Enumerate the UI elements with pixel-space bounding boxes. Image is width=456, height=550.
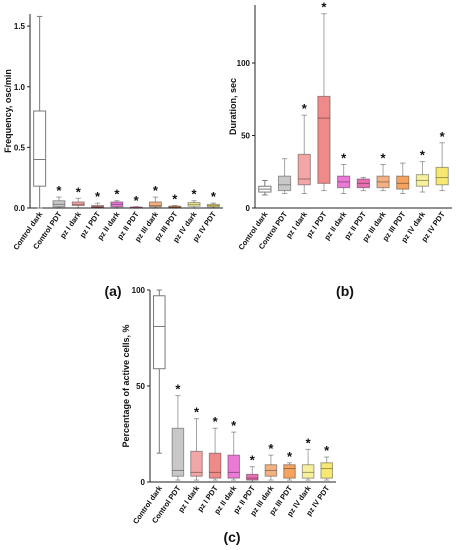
significance-star: * (321, 0, 327, 15)
box-2 (171, 427, 185, 477)
box-6 (246, 473, 259, 481)
y-axis-label: Percentage of active cells, % (121, 324, 131, 447)
significance-star: * (324, 443, 330, 458)
box-3 (190, 450, 203, 477)
y-tick-label: 50 (241, 132, 250, 141)
significance-star: * (306, 435, 312, 450)
box-6 (129, 206, 143, 209)
box-5 (227, 454, 240, 479)
significance-star: * (192, 187, 198, 202)
box-10 (435, 166, 449, 186)
box-7 (148, 201, 162, 208)
significance-star: * (153, 183, 159, 198)
significance-star: * (341, 151, 347, 166)
significance-star: * (302, 101, 308, 116)
significance-star: * (440, 129, 446, 144)
significance-star: * (231, 418, 237, 433)
box-7 (264, 464, 278, 477)
box-5 (337, 175, 351, 189)
y-tick-label: 1.0 (14, 83, 26, 92)
box-8 (283, 464, 296, 479)
y-tick-label: 1.5 (14, 22, 26, 31)
box-10 (320, 462, 333, 479)
significance-star: * (194, 405, 200, 420)
significance-star: * (114, 187, 120, 202)
significance-star: * (76, 184, 82, 199)
box-4 (208, 452, 222, 479)
y-tick-label: 50 (136, 382, 145, 391)
box-5 (110, 201, 124, 208)
box-9 (187, 202, 201, 207)
box-7 (376, 175, 390, 189)
significance-star: * (268, 441, 274, 456)
significance-star: * (211, 189, 217, 204)
box-6 (356, 178, 370, 189)
y-axis-label: Frequency, osc/min (3, 69, 13, 153)
box-8 (396, 175, 410, 190)
significance-star: * (56, 183, 62, 198)
box-4 (317, 95, 331, 184)
box-9 (415, 174, 430, 187)
significance-star: * (172, 192, 178, 207)
y-tick-label: 0 (141, 478, 146, 487)
box-10 (206, 203, 220, 208)
significance-star: * (213, 414, 219, 429)
box-1 (33, 110, 47, 187)
y-tick-label: 100 (237, 59, 251, 68)
significance-star: * (250, 453, 256, 468)
box-2 (277, 175, 292, 192)
significance-star: * (381, 151, 387, 166)
y-tick-label: 0 (246, 204, 251, 213)
box-3 (71, 201, 85, 207)
box-2 (52, 200, 66, 208)
box-3 (297, 153, 311, 186)
box-1 (153, 295, 166, 370)
significance-star: * (287, 449, 293, 464)
panel-label-b: (b) (336, 283, 354, 299)
significance-star: * (420, 148, 426, 163)
panel-label-c: (c) (223, 529, 240, 545)
y-tick-label: 0.0 (14, 204, 26, 213)
box-9 (301, 464, 315, 479)
box-4 (91, 205, 105, 208)
panel-label-a: (a) (104, 283, 121, 299)
significance-star: * (95, 189, 101, 204)
y-axis-label: Duration, sec (228, 78, 238, 135)
y-tick-label: 100 (132, 286, 146, 295)
y-tick-label: 0.5 (14, 143, 26, 152)
significance-star: * (175, 382, 181, 397)
significance-star: * (134, 193, 140, 208)
box-8 (168, 205, 182, 209)
